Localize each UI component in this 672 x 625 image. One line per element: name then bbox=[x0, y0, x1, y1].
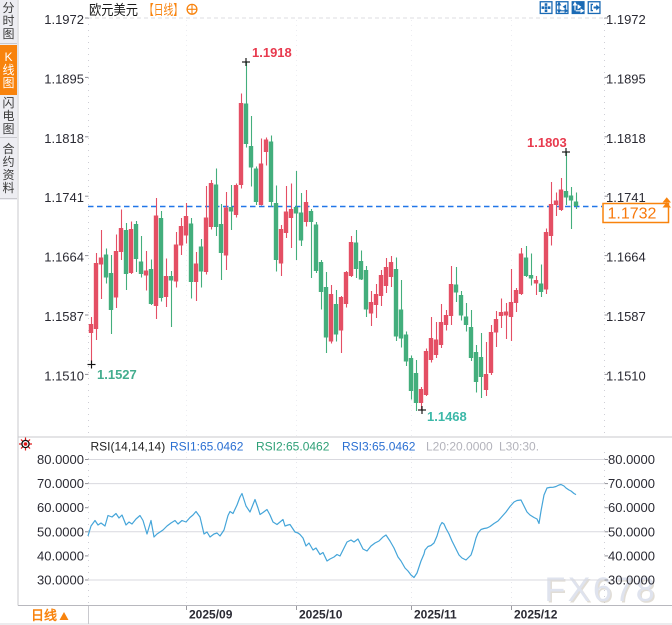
svg-text:日线: 日线 bbox=[31, 608, 57, 623]
svg-text:40.0000: 40.0000 bbox=[37, 548, 84, 563]
svg-text:2025/09: 2025/09 bbox=[189, 608, 233, 622]
svg-text:1.1468: 1.1468 bbox=[427, 409, 467, 424]
svg-text:1.1587: 1.1587 bbox=[44, 309, 84, 324]
svg-text:2025/12: 2025/12 bbox=[514, 608, 558, 622]
svg-text:1.1895: 1.1895 bbox=[606, 71, 646, 86]
svg-text:1.1587: 1.1587 bbox=[606, 309, 646, 324]
svg-text:60.0000: 60.0000 bbox=[37, 500, 84, 515]
svg-text:【日线】: 【日线】 bbox=[144, 2, 183, 18]
svg-text:1.1741: 1.1741 bbox=[606, 190, 646, 205]
svg-text:1.1818: 1.1818 bbox=[44, 131, 84, 146]
svg-text:40.0000: 40.0000 bbox=[608, 548, 655, 563]
svg-text:1.1803: 1.1803 bbox=[527, 135, 567, 150]
svg-text:RSI3:65.0462: RSI3:65.0462 bbox=[342, 440, 416, 454]
svg-text:1.1741: 1.1741 bbox=[44, 190, 84, 205]
svg-text:欧元美元: 欧元美元 bbox=[89, 2, 138, 18]
svg-text:1.1972: 1.1972 bbox=[606, 12, 646, 27]
svg-text:30.0000: 30.0000 bbox=[608, 573, 655, 588]
svg-text:1.1918: 1.1918 bbox=[252, 45, 292, 60]
svg-text:RSI1:65.0462: RSI1:65.0462 bbox=[170, 440, 244, 454]
svg-text:RSI(14,14,14): RSI(14,14,14) bbox=[91, 440, 166, 454]
svg-text:1.1895: 1.1895 bbox=[44, 71, 84, 86]
svg-text:80.0000: 80.0000 bbox=[37, 452, 84, 467]
svg-text:50.0000: 50.0000 bbox=[608, 524, 655, 539]
svg-text:1.1527: 1.1527 bbox=[97, 367, 137, 382]
svg-text:60.0000: 60.0000 bbox=[608, 500, 655, 515]
svg-text:RSI2:65.0462: RSI2:65.0462 bbox=[256, 440, 330, 454]
svg-text:1.1664: 1.1664 bbox=[44, 250, 84, 265]
svg-text:1.1664: 1.1664 bbox=[606, 250, 646, 265]
svg-text:1.1972: 1.1972 bbox=[44, 12, 84, 27]
svg-text:70.0000: 70.0000 bbox=[37, 476, 84, 491]
svg-text:2025/10: 2025/10 bbox=[299, 608, 343, 622]
svg-text:1.1510: 1.1510 bbox=[44, 368, 84, 383]
svg-text:L20:20.0000: L20:20.0000 bbox=[426, 440, 493, 454]
svg-text:1.1510: 1.1510 bbox=[606, 368, 646, 383]
svg-text:2025/11: 2025/11 bbox=[414, 608, 457, 622]
svg-text:FX678: FX678 bbox=[546, 573, 659, 611]
svg-text:1.1818: 1.1818 bbox=[606, 131, 646, 146]
svg-text:70.0000: 70.0000 bbox=[608, 476, 655, 491]
svg-text:FX678: FX678 bbox=[545, 571, 658, 609]
svg-text:30.0000: 30.0000 bbox=[37, 573, 84, 588]
svg-text:80.0000: 80.0000 bbox=[608, 452, 655, 467]
svg-text:50.0000: 50.0000 bbox=[37, 524, 84, 539]
svg-text:L30:30.: L30:30. bbox=[499, 440, 539, 454]
svg-text:1.1732: 1.1732 bbox=[608, 206, 657, 223]
